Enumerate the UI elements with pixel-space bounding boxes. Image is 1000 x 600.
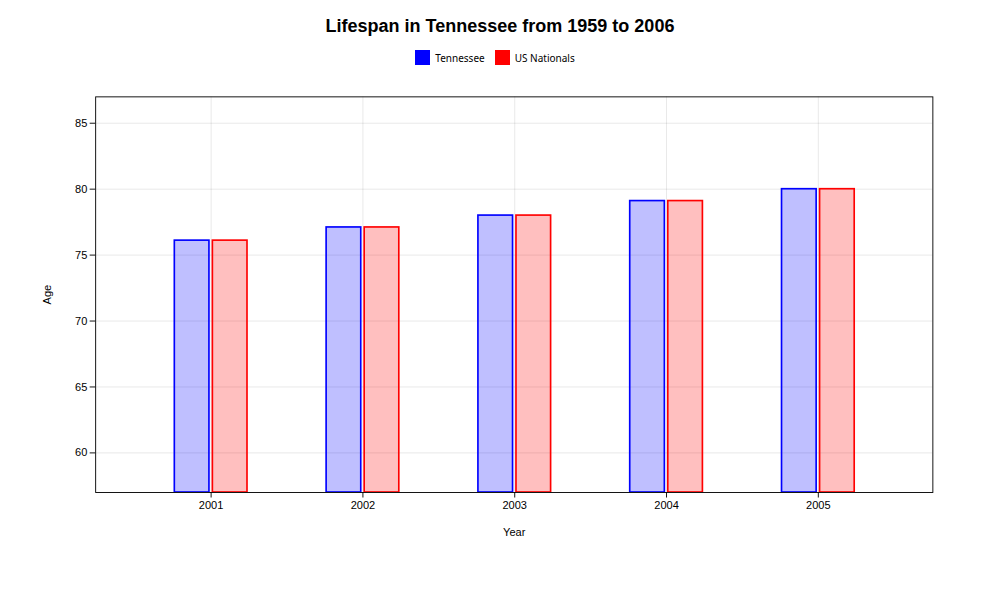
svg-text:2005: 2005	[806, 499, 831, 511]
svg-text:2003: 2003	[502, 499, 527, 511]
svg-text:Age: Age	[41, 285, 53, 305]
svg-text:2004: 2004	[654, 499, 679, 511]
html-text:Tennessee: Tennessee	[435, 50, 485, 65]
svg-text:70: 70	[75, 315, 87, 327]
html-text:Lifespan in Tennessee from 195: Lifespan in Tennessee from 1959 to 2006	[325, 16, 675, 36]
svg-text:2002: 2002	[351, 499, 376, 511]
svg-text:75: 75	[75, 249, 87, 261]
svg-text:Year: Year	[503, 526, 526, 538]
svg-text:2001: 2001	[199, 499, 224, 511]
svg-text:80: 80	[75, 183, 87, 195]
svg-text:85: 85	[75, 117, 87, 129]
svg-text:60: 60	[75, 446, 87, 458]
html-text:US Nationals: US Nationals	[514, 50, 575, 65]
svg-text:65: 65	[75, 380, 87, 392]
